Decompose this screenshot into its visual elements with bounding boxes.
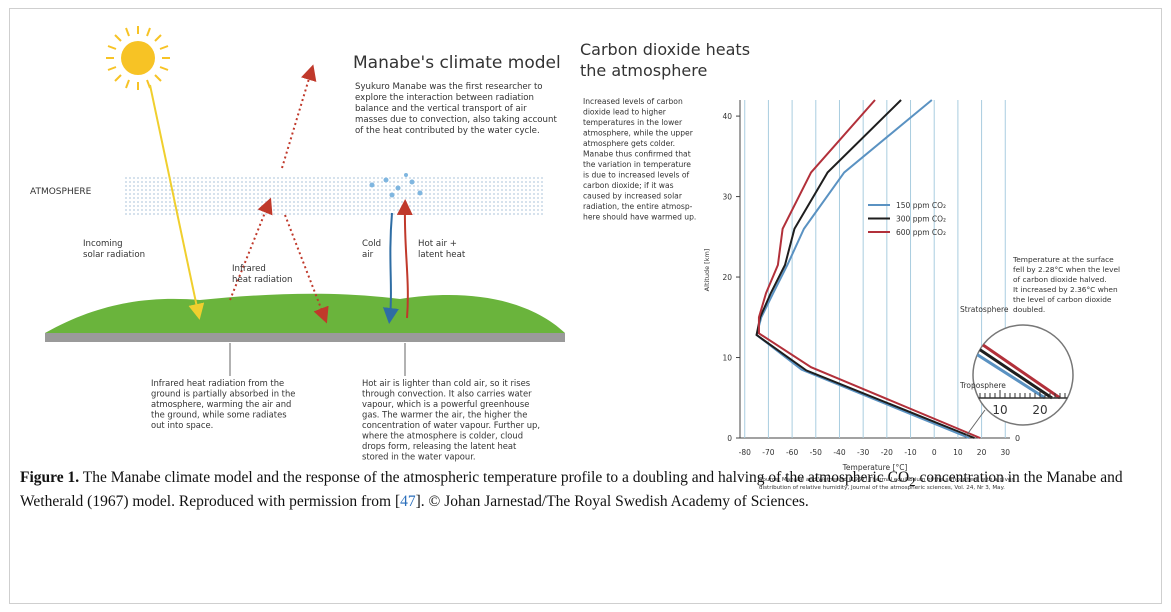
y-tick-label: 0: [727, 434, 732, 443]
infrared-note: Infrared heat radiation from the: [151, 378, 284, 388]
infrared-label: heat radiation: [232, 275, 292, 285]
description-line: carbon dioxide; if it was: [583, 181, 674, 190]
page: 10 20 Manabe's climate model Syukuro Manab…: [0, 0, 1171, 612]
convection-note: stored in the water vapour.: [362, 452, 476, 462]
x-tick-label: -10: [904, 448, 916, 457]
inset-connector: [966, 410, 985, 436]
x-tick-label: 10: [953, 448, 963, 457]
infrared-note: out into space.: [151, 420, 213, 430]
x-tick-label: -70: [762, 448, 774, 457]
y-tick-label: 10: [722, 354, 732, 363]
description-line: is due to increased levels of: [583, 171, 690, 180]
description-line: radiation, the entire atmosp-: [583, 202, 693, 211]
y-axis-title: Altitude [km]: [703, 249, 711, 292]
description-line: Increased levels of carbon: [583, 97, 683, 106]
annotation-line: fell by 2.28°C when the level: [1013, 265, 1120, 274]
convection-note: drops form, releasing the latent heat: [362, 441, 517, 451]
chart-title: Carbon dioxide heats: [580, 40, 750, 59]
intro-line: masses due to convection, also taking ac…: [355, 115, 557, 125]
caption-label: Figure 1.: [20, 469, 79, 486]
x-tick-label: -80: [739, 448, 751, 457]
infrared-note: ground is partially absorbed in the: [151, 389, 295, 399]
infrared-label: Infrared: [232, 264, 266, 274]
hot-air-label: latent heat: [418, 250, 466, 260]
series-line: [757, 100, 975, 438]
inset-tick-label: 20: [1032, 403, 1047, 417]
legend-label: 300 ppm CO₂: [896, 215, 946, 224]
inset-tick-label: 10: [992, 403, 1007, 417]
convection-note: concentration of water vapour. Further u…: [362, 420, 540, 430]
chart-title: the atmosphere: [580, 61, 707, 80]
ground-base: [45, 333, 565, 342]
convection-note: gas. The warmer the air, the higher the: [362, 410, 527, 420]
description-line: the variation in temperature: [583, 160, 691, 169]
description-line: atmosphere gets colder.: [583, 139, 675, 148]
baseline-label: 0: [1015, 434, 1020, 443]
intro-line: explore the interaction between radiatio…: [355, 93, 534, 103]
intro-line: of the heat contributed by the water cyc…: [355, 126, 540, 136]
stratosphere-label: Stratosphere: [960, 305, 1009, 314]
description-line: atmosphere, while the upper: [583, 129, 694, 138]
description-line: dioxide lead to higher: [583, 108, 667, 117]
y-tick-label: 40: [722, 112, 732, 121]
caption-text: The Manabe climate model and the respons…: [83, 469, 909, 486]
x-tick-label: 20: [977, 448, 987, 457]
atmosphere-band: [125, 175, 545, 215]
troposphere-label: Troposphere: [959, 381, 1006, 390]
x-tick-label: -50: [810, 448, 822, 457]
inset-circle: [973, 325, 1073, 425]
annotation-line: It increased by 2.36°C when: [1013, 285, 1118, 294]
annotation-line: Temperature at the surface: [1012, 255, 1114, 264]
atmosphere-label: ATMOSPHERE: [30, 187, 92, 197]
x-tick-label: 30: [1000, 448, 1010, 457]
annotation-line: the level of carbon dioxide: [1013, 295, 1112, 304]
y-tick-label: 30: [722, 193, 732, 202]
infrared-note: atmosphere, warming the air and: [151, 399, 291, 409]
x-tick-label: 0: [932, 448, 937, 457]
figure: 10 20 Manabe's climate model Syukuro Manab…: [0, 0, 1171, 612]
solar-label: Incoming: [83, 239, 123, 249]
description-line: caused by increased solar: [583, 192, 683, 201]
convection-note: vapour, which is a powerful greenhouse: [362, 399, 529, 409]
ground: [45, 294, 565, 333]
cold-air-label: Cold: [362, 239, 381, 249]
legend-label: 150 ppm CO₂: [896, 201, 946, 210]
convection-note: where the atmosphere is colder, cloud: [362, 431, 523, 441]
caption-text: ]. © Johan Jarnestad/The Royal Swedish A…: [416, 493, 809, 510]
intro-line: Syukuro Manabe was the first researcher …: [355, 82, 543, 92]
convection-note: Hot air is lighter than cold air, so it …: [362, 378, 530, 388]
intro-line: balance and the vertical transport of ai…: [355, 104, 527, 114]
convection-note: through convection. It also carries wate…: [362, 389, 532, 399]
y-tick-label: 20: [722, 273, 732, 282]
citation-link[interactable]: 47: [400, 493, 416, 510]
x-tick-label: -30: [857, 448, 869, 457]
x-tick-label: -20: [881, 448, 893, 457]
x-tick-label: -60: [786, 448, 798, 457]
solar-label: solar radiation: [83, 250, 145, 260]
description-line: here should have warmed up.: [583, 213, 696, 222]
annotation-line: doubled.: [1013, 305, 1045, 314]
annotation-line: of carbon dioxide halved.: [1013, 275, 1107, 284]
hot-air-label: Hot air +: [418, 239, 457, 249]
caption: Figure 1. The Manabe climate model and t…: [20, 468, 1148, 512]
panel-title: Manabe's climate model: [353, 53, 561, 73]
infrared-note: the ground, while some radiates: [151, 410, 287, 420]
description-line: Manabe thus confirmed that: [583, 150, 691, 159]
legend-label: 600 ppm CO₂: [896, 228, 946, 237]
cold-air-arrow: [390, 213, 392, 316]
x-tick-label: -40: [833, 448, 845, 457]
description-line: temperatures in the lower: [583, 118, 683, 127]
cold-air-label: air: [362, 250, 374, 260]
sun: [106, 26, 170, 90]
